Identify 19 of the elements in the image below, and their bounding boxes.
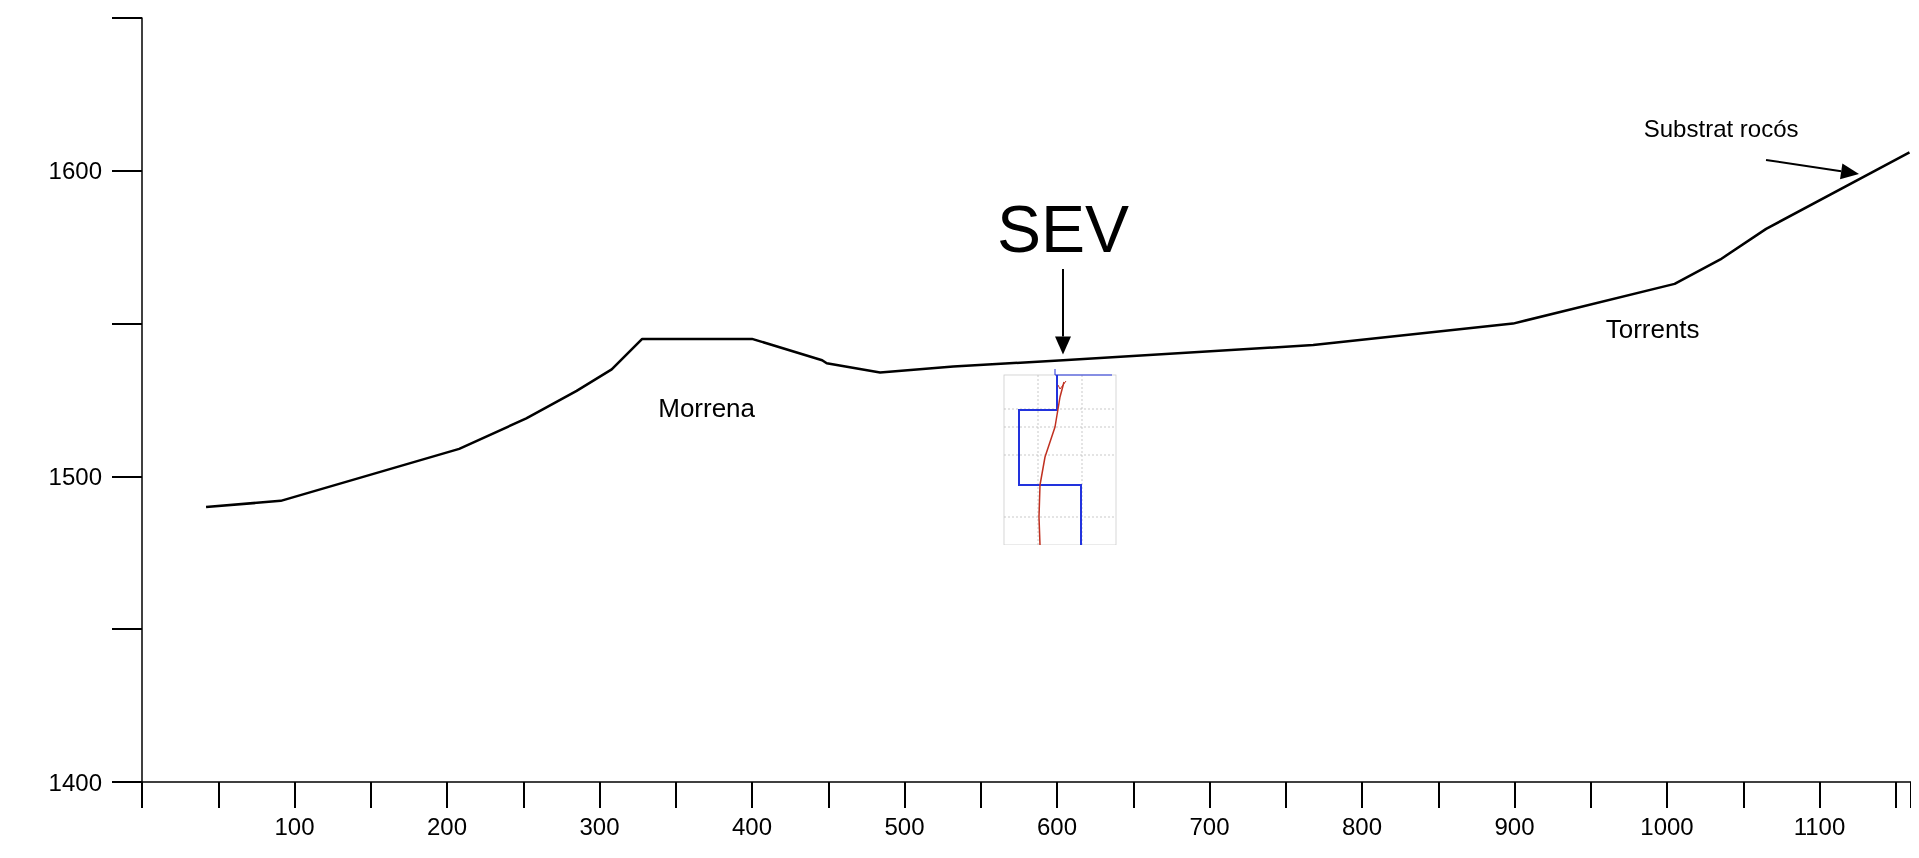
annotation: Morrena xyxy=(658,392,756,423)
x-tick-label: 900 xyxy=(1494,812,1535,840)
x-tick-label: 1100 xyxy=(1793,812,1846,840)
x-tick-label: 500 xyxy=(884,812,925,840)
x-tick-label: 400 xyxy=(731,812,773,840)
y-tick-label: 1400 xyxy=(48,768,102,796)
y-tick-label: 1500 xyxy=(48,462,102,490)
y-tick-label: 1600 xyxy=(48,157,102,185)
x-tick-label: 700 xyxy=(1189,812,1230,840)
x-tick-label: 100 xyxy=(274,812,315,840)
x-tick-label: 1000 xyxy=(1640,812,1694,840)
annotation: Torrents xyxy=(1605,313,1700,344)
x-tick-label: 600 xyxy=(1036,812,1078,840)
x-tick-label: 200 xyxy=(426,812,468,840)
annotation: SEV xyxy=(997,191,1130,266)
annotation: Substrat rocós xyxy=(1643,115,1799,143)
line-series xyxy=(204,151,1911,509)
x-tick-label: 800 xyxy=(1341,812,1383,840)
x-tick-label: 300 xyxy=(579,812,620,840)
